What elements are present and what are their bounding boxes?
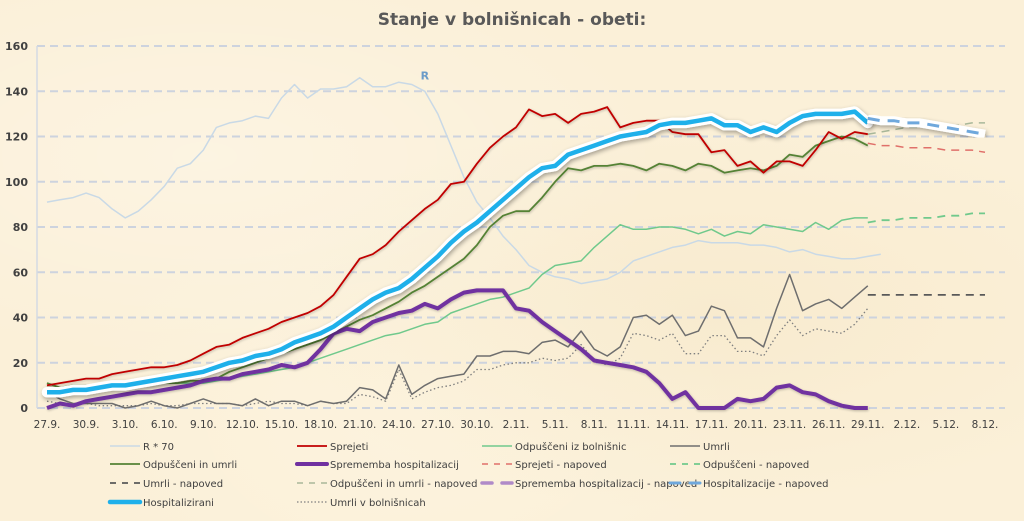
series-line-odpusceni-napoved <box>867 212 985 224</box>
series-lines <box>41 76 986 410</box>
legend-item: Odpuščeni - napoved <box>670 459 809 471</box>
x-tick-label: 24.10. <box>382 419 415 431</box>
x-tick-label: 17.11. <box>695 419 728 431</box>
legend-item: Umrli <box>670 442 730 453</box>
legend-label: Sprememba hospitalizacij <box>330 460 459 471</box>
legend-label: Odpuščeni in umrli - napoved <box>330 478 477 490</box>
legend-label: Sprememba hospitalizacij - napoved <box>515 479 697 490</box>
series-line-odpusceni-iz-bolnisnic <box>47 217 868 389</box>
series-line-odpusceni-in-umrli <box>46 135 869 389</box>
y-tick-label: 140 <box>5 85 28 98</box>
x-axis: 27.9. 30.9. 3.10. 6.10. 9.10. 12.10. 15.10. 18.… <box>34 419 999 431</box>
y-tick-label: 80 <box>13 221 29 234</box>
x-tick-label: 20.11. <box>734 419 767 431</box>
legend-item: Odpuščeni in umrli - napoved <box>297 478 477 490</box>
legend-item: Sprememba hospitalizacij <box>295 460 459 471</box>
x-tick-label: 26.11. <box>812 419 845 431</box>
r-annotation: R <box>421 69 430 82</box>
legend-label: Odpuščeni - napoved <box>703 459 809 471</box>
y-tick-label: 60 <box>13 266 29 279</box>
legend-label: Umrli v bolnišnicah <box>330 497 426 509</box>
x-tick-label: 27.10. <box>421 419 454 431</box>
series-line-sprejeti <box>46 106 868 387</box>
legend-item: Odpuščeni in umrli <box>110 459 237 471</box>
gridlines <box>37 45 1005 409</box>
legend-item: Sprejeti - napoved <box>482 460 607 471</box>
x-tick-label: 5.11. <box>542 419 569 431</box>
chart-title: Stanje v bolnišnicah - obeti: <box>378 10 647 30</box>
series-line-sprememba-hospitalizacij <box>46 288 868 410</box>
legend-label: Sprejeti - napoved <box>515 460 607 471</box>
x-tick-label: 15.10. <box>265 419 298 431</box>
legend-item: Umrli v bolnišnicah <box>297 497 426 509</box>
series-line-hospitalizirani <box>47 109 870 395</box>
x-tick-label: 14.11. <box>656 419 689 431</box>
x-tick-label: 11.11. <box>617 419 650 431</box>
legend-item: R * 70 <box>110 442 174 453</box>
x-tick-label: 29.11. <box>851 419 884 431</box>
x-tick-label: 30.9. <box>73 419 100 431</box>
legend-item: Sprememba hospitalizacij - napoved <box>480 479 697 490</box>
x-tick-label: 3.10. <box>112 419 139 431</box>
y-tick-label: 40 <box>13 312 29 325</box>
legend-item: Hospitalizirani <box>107 498 214 509</box>
legend-label: Hospitalizacije - napoved <box>703 479 828 490</box>
x-tick-label: 2.12. <box>893 419 920 431</box>
x-tick-label: 23.11. <box>773 419 806 431</box>
x-tick-label: 8.12. <box>972 419 999 431</box>
y-tick-label: 160 <box>5 40 28 53</box>
legend-label: Odpuščeni in umrli <box>143 459 237 471</box>
legend-label: Odpuščeni iz bolnišnic <box>515 441 626 453</box>
x-tick-label: 9.10. <box>190 419 217 431</box>
y-tick-label: 0 <box>20 402 28 415</box>
legend-label: R * 70 <box>143 442 174 453</box>
legend-label: Umrli - napoved <box>143 479 223 490</box>
series-line-umrli-v-bolnisnicah <box>46 307 869 407</box>
legend-item: Hospitalizacije - napoved <box>668 479 828 490</box>
y-axis: 0 20 40 60 80 100 120 140 160 <box>5 40 38 415</box>
series-line-sprejeti-napoved <box>867 142 986 154</box>
legend-label: Umrli <box>703 442 730 453</box>
x-tick-label: 8.11. <box>581 419 608 431</box>
series-line-hospitalizacije-napoved-halo <box>867 113 986 139</box>
x-tick-label: 18.10. <box>304 419 337 431</box>
x-tick-label: 5.12. <box>933 419 960 431</box>
legend: R * 70 Sprejeti Odpuščeni iz bolnišnic Umrl… <box>107 441 828 509</box>
y-tick-label: 100 <box>5 176 28 189</box>
legend-label: Hospitalizirani <box>143 498 214 509</box>
x-tick-label: 27.9. <box>34 419 61 431</box>
x-tick-label: 6.10. <box>151 419 178 431</box>
series-line-r-70 <box>46 76 881 285</box>
legend-item: Odpuščeni iz bolnišnic <box>482 441 626 453</box>
legend-item: Sprejeti <box>297 442 368 453</box>
series-line-hospitalizirani-halo <box>41 106 874 398</box>
y-tick-label: 20 <box>13 357 29 370</box>
legend-label: Sprejeti <box>330 442 368 453</box>
y-tick-label: 120 <box>5 131 28 144</box>
series-line-umrli <box>46 273 869 409</box>
legend-item: Umrli - napoved <box>110 479 223 490</box>
x-tick-label: 2.11. <box>503 419 530 431</box>
x-tick-label: 21.10. <box>343 419 376 431</box>
x-tick-label: 12.10. <box>226 419 259 431</box>
x-tick-label: 30.10. <box>460 419 493 431</box>
